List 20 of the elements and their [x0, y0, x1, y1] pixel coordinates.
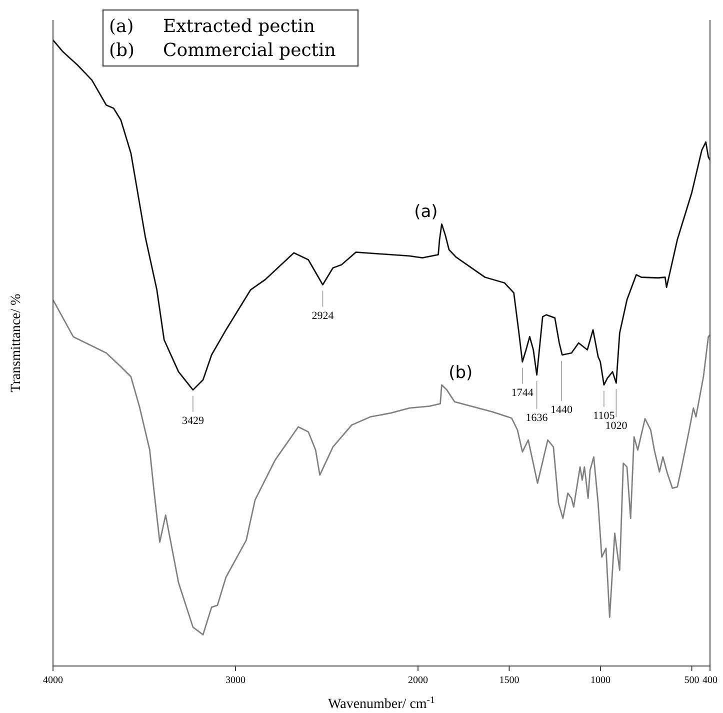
annotation: 2924	[312, 310, 334, 322]
annotation: 1744	[511, 386, 534, 399]
x-tick-label: 1500	[499, 675, 520, 686]
annotation: 1105	[593, 410, 616, 422]
annotation: 3429	[182, 414, 204, 427]
annotation: 1636	[526, 412, 548, 424]
annotation: 1020	[605, 420, 628, 432]
x-tick-label: 500	[684, 675, 700, 686]
series-label: (b)	[448, 363, 473, 384]
annotation: 1440	[550, 404, 573, 416]
y-axis-title: Transmittance/ %	[9, 293, 24, 392]
series-label: (a)	[414, 202, 438, 222]
x-axis-title: Wavenumber/ cm$^{-1}$	[328, 694, 436, 712]
x-tick-label: 400	[702, 675, 718, 686]
x-tick-label: 2000	[408, 675, 428, 686]
x-tick-label: 4000	[43, 675, 63, 686]
x-tick-label: 3000	[226, 675, 246, 686]
text: (b) Commercial pectin	[109, 40, 336, 61]
text: (a) Extracted pectin	[109, 16, 315, 37]
x-tick-label: 1000	[590, 675, 610, 686]
